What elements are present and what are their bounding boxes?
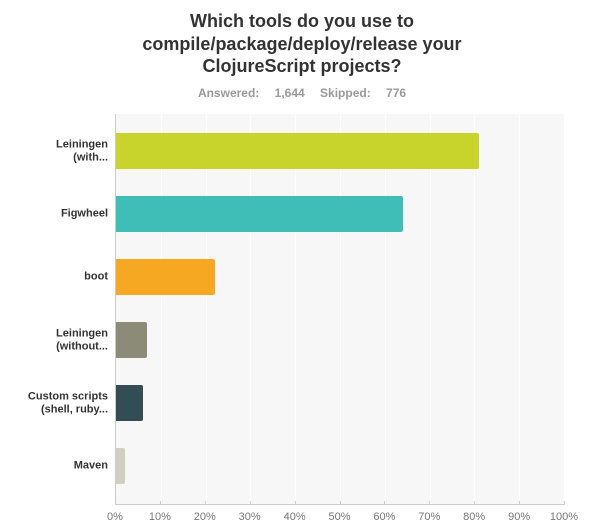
- bar: [116, 322, 147, 358]
- bar-row: Custom scripts (shell, ruby...: [116, 383, 564, 423]
- gridline: [564, 114, 565, 504]
- plot-area: Leiningen (with... Figwheel boot Leiningen …: [115, 114, 564, 504]
- bar: [116, 133, 479, 169]
- bar: [116, 448, 125, 484]
- bar-row: boot: [116, 257, 564, 297]
- chart-meta: Answered: 1,644 Skipped: 776: [20, 86, 584, 100]
- x-tick: 0%: [107, 505, 123, 523]
- answered-label: Answered:: [198, 86, 259, 100]
- bars-layer: Leiningen (with... Figwheel boot Leiningen …: [116, 114, 564, 504]
- bar-row: Leiningen (without...: [116, 320, 564, 360]
- bar: [116, 196, 403, 232]
- chart-title: Which tools do you use to compile/packag…: [92, 10, 512, 78]
- skipped-label: Skipped:: [320, 86, 371, 100]
- y-label: Leiningen (with...: [21, 138, 116, 163]
- x-tick: 10%: [149, 505, 171, 523]
- skipped-value: 776: [386, 86, 406, 100]
- bar: [116, 385, 143, 421]
- x-axis: 0%10%20%30%40%50%60%70%80%90%100%: [115, 504, 564, 532]
- x-tick: 90%: [508, 505, 530, 523]
- y-label: boot: [21, 271, 116, 284]
- x-tick: 40%: [284, 505, 306, 523]
- y-label: Leiningen (without...: [21, 327, 116, 352]
- bar-row: Maven: [116, 446, 564, 486]
- x-tick: 50%: [328, 505, 350, 523]
- y-label: Custom scripts (shell, ruby...: [21, 390, 116, 415]
- y-label: Figwheel: [21, 208, 116, 221]
- bar-row: Leiningen (with...: [116, 131, 564, 171]
- bar: [116, 259, 215, 295]
- x-tick: 30%: [239, 505, 261, 523]
- x-tick: 20%: [194, 505, 216, 523]
- x-tick: 100%: [550, 505, 578, 523]
- chart-container: Which tools do you use to compile/packag…: [0, 0, 604, 532]
- y-label: Maven: [21, 460, 116, 473]
- x-tick: 60%: [373, 505, 395, 523]
- bar-row: Figwheel: [116, 194, 564, 234]
- x-tick: 80%: [463, 505, 485, 523]
- x-tick: 70%: [418, 505, 440, 523]
- answered-value: 1,644: [275, 86, 305, 100]
